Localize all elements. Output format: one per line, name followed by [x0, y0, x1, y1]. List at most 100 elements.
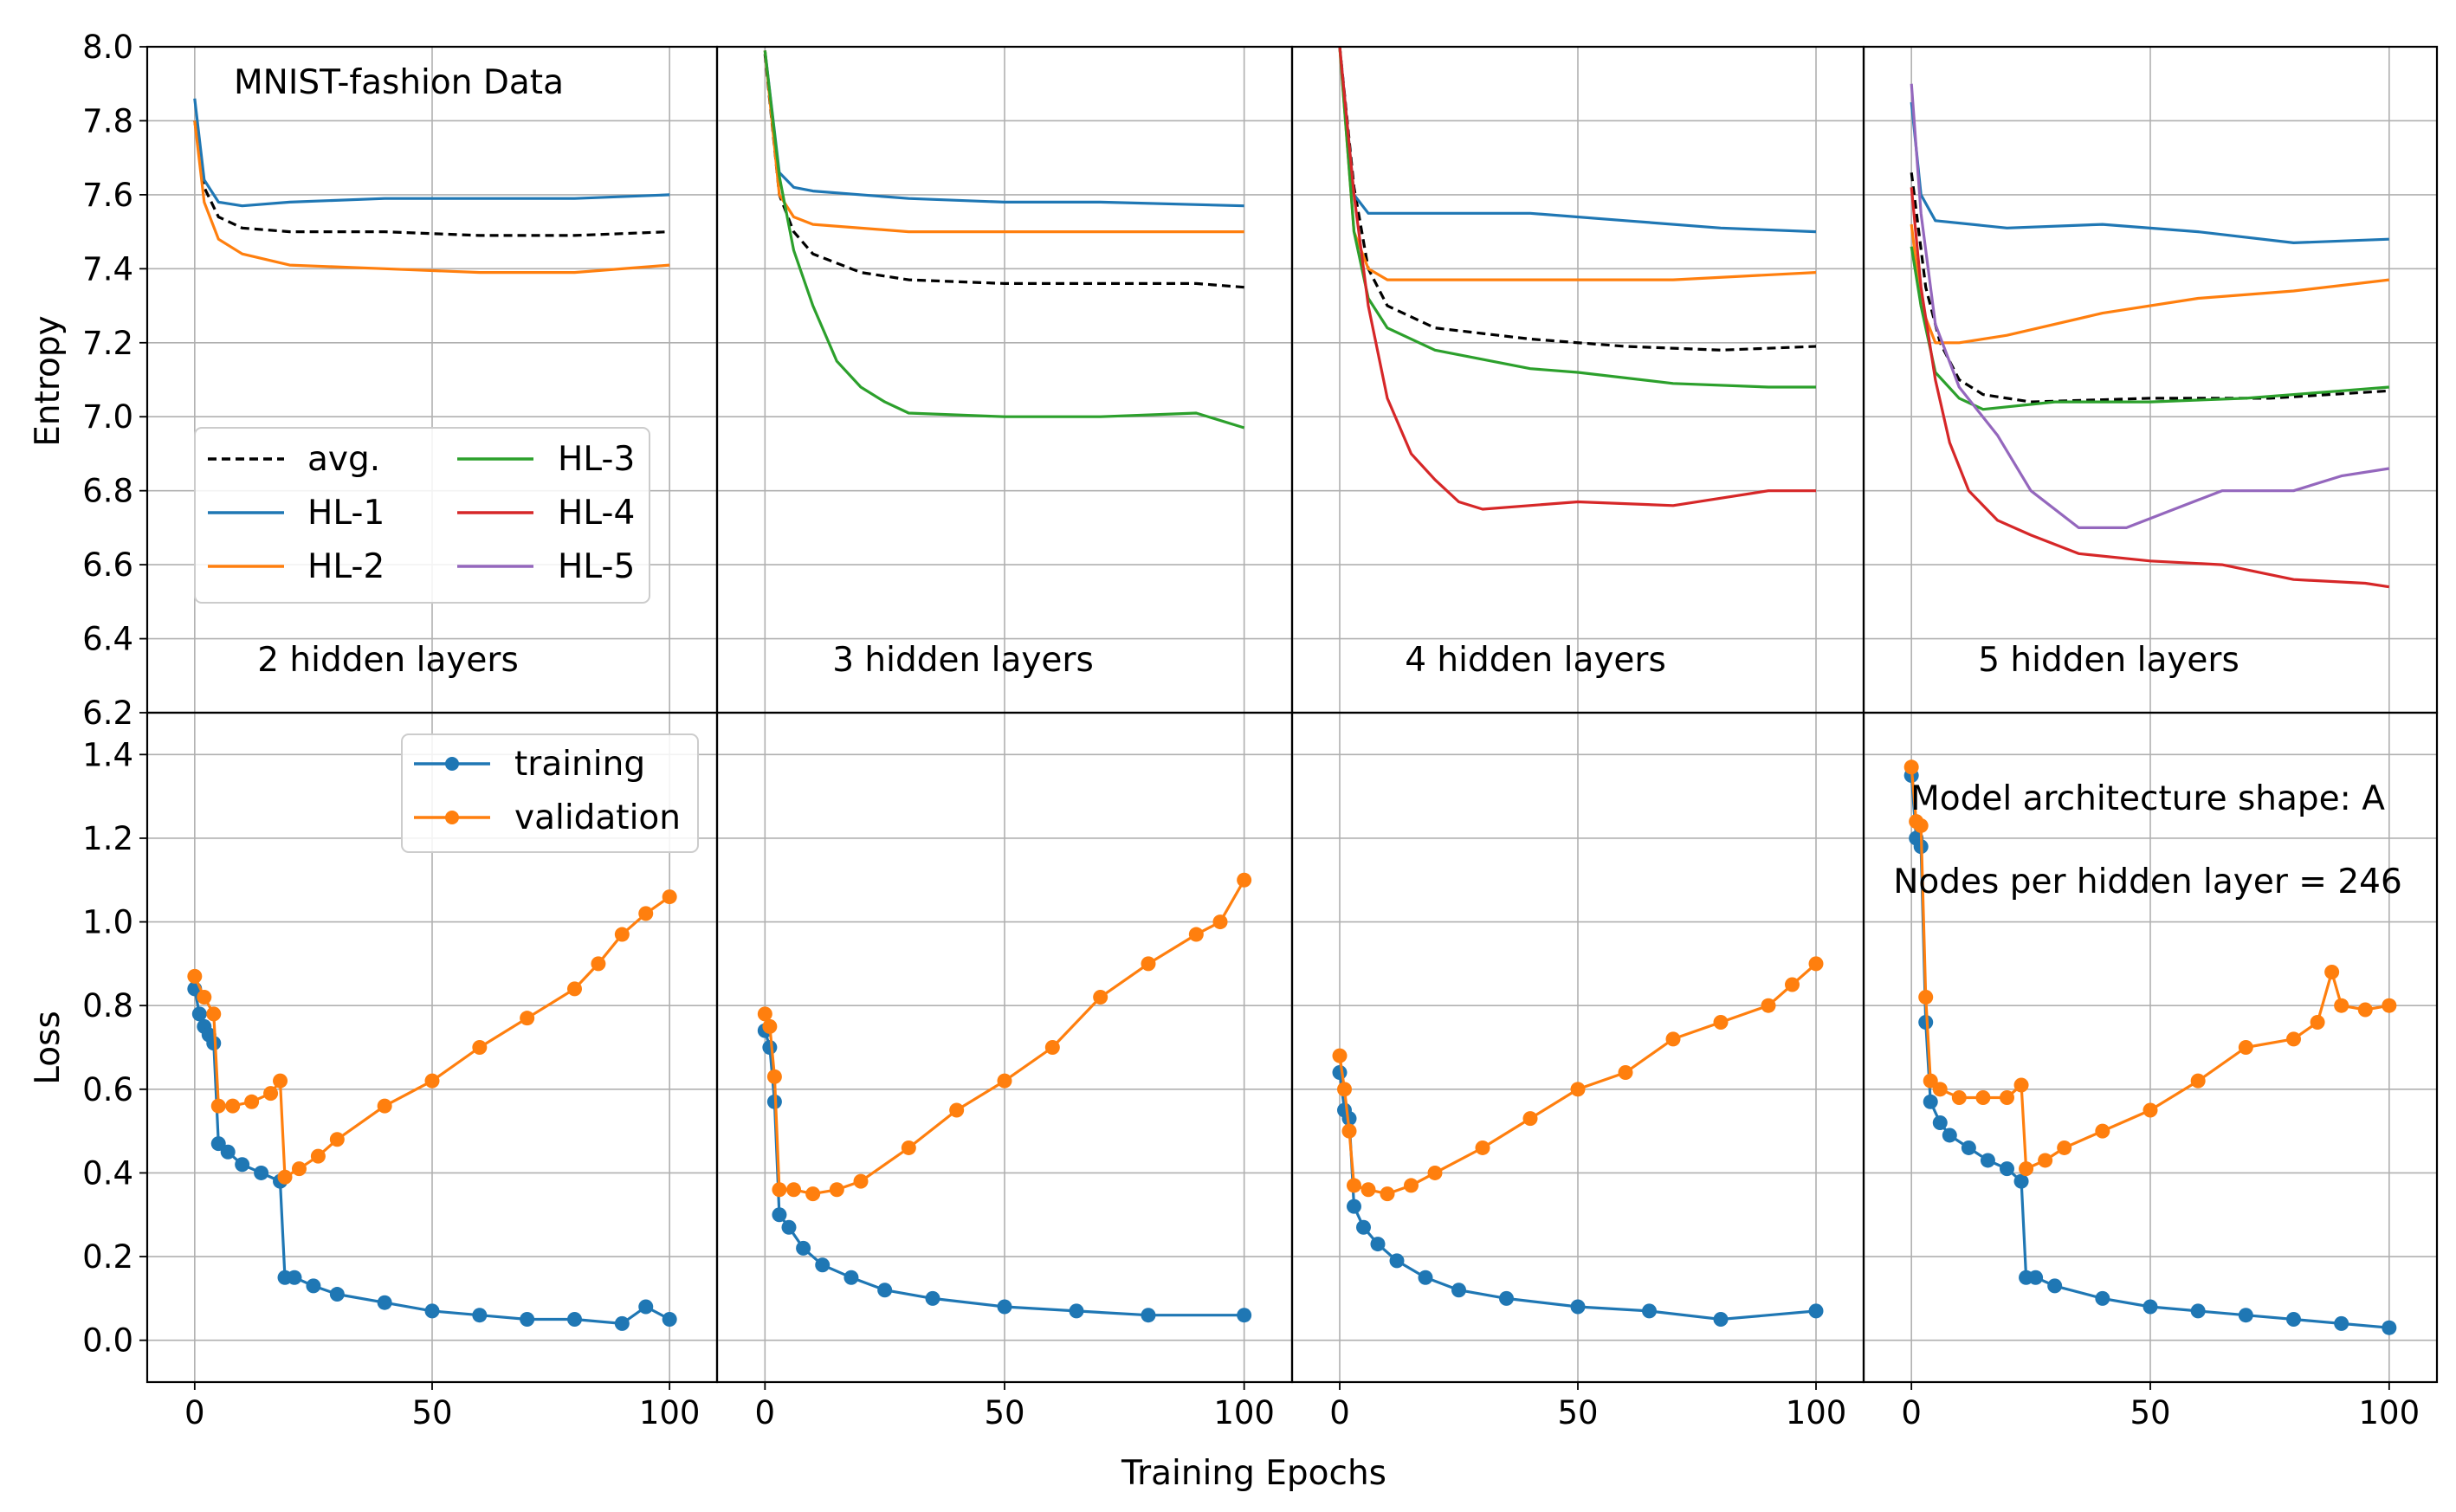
series-training-point: [2286, 1312, 2301, 1328]
x-tick-label: 50: [411, 1394, 452, 1431]
series-training-point: [377, 1295, 392, 1310]
series-validation-point: [2286, 1031, 2301, 1047]
series-validation-point: [2095, 1123, 2110, 1139]
series-training-point: [877, 1283, 893, 1298]
y-tick-label: 8.0: [82, 29, 133, 66]
series-training-point: [1932, 1115, 1948, 1130]
series-validation-point: [2238, 1040, 2253, 1055]
series-validation-point: [1913, 817, 1929, 833]
legend-avg-label: avg.: [307, 440, 380, 479]
series-validation-point: [2310, 1015, 2325, 1031]
series-training-point: [2047, 1278, 2063, 1294]
series-validation-point: [291, 1161, 307, 1177]
series-training-point: [1370, 1237, 1386, 1252]
x-axis-label: Training Epochs: [1121, 1454, 1386, 1493]
legend-training-label: training: [514, 745, 645, 784]
series-validation-point: [472, 1040, 488, 1055]
series-training-point: [1808, 1303, 1824, 1319]
series-training-point: [662, 1312, 677, 1328]
loss-legend: training validation: [401, 733, 699, 853]
series-validation-point: [1618, 1064, 1633, 1080]
series-training-point: [520, 1312, 535, 1328]
x-tick-label: 100: [2359, 1394, 2420, 1431]
series-training-point: [1918, 1015, 1934, 1031]
series-validation-point: [786, 1182, 802, 1198]
series-training-point: [1237, 1308, 1252, 1323]
series-training-point: [1570, 1299, 1586, 1315]
series-training-point: [2000, 1161, 2014, 1177]
grid: [1864, 46, 2437, 714]
series-validation-point: [2013, 1077, 2029, 1093]
series-validation-point: [1188, 927, 1204, 942]
series-training-point: [1389, 1253, 1405, 1269]
series-validation-point: [853, 1173, 869, 1189]
series-training-point: [762, 1040, 778, 1055]
legend-hl2-label: HL-2: [307, 547, 385, 586]
series-validation-point: [1141, 956, 1156, 972]
legend-hl1-label: HL-1: [307, 494, 385, 533]
x-tick-label: 100: [1786, 1394, 1847, 1431]
y-tick-label: 7.0: [82, 398, 133, 436]
series-validation-point: [2382, 998, 2397, 1013]
series-validation-point: [1212, 914, 1228, 930]
panel-entropy-3-layers: [715, 45, 1294, 714]
series-validation-point: [210, 1098, 226, 1114]
series-validation-point: [805, 1186, 821, 1202]
series-training-point: [796, 1240, 811, 1256]
series-training-point: [2334, 1315, 2349, 1331]
y-tick-label: 7.6: [82, 177, 133, 214]
series-validation-point: [2357, 1002, 2373, 1018]
series-training-point: [1332, 1064, 1348, 1080]
legend-validation-label: validation: [514, 798, 681, 837]
series-training-point: [210, 1136, 226, 1152]
panel-entropy-5-layers: [1862, 45, 2439, 714]
series-validation-point: [277, 1169, 293, 1185]
y-tick-label: 6.4: [82, 621, 133, 658]
series-validation-point: [1761, 998, 1776, 1013]
series-validation-point: [377, 1098, 392, 1114]
y-tick-label: 0.0: [82, 1322, 133, 1360]
architecture-annotation: Model architecture shape: A: [1910, 779, 2385, 818]
series-training-point: [781, 1219, 797, 1235]
series-hl-1-line: [1910, 101, 2389, 244]
series-validation-point: [2019, 1161, 2034, 1177]
series-training-point: [191, 1006, 207, 1022]
series-hl-2-line: [193, 120, 670, 275]
y-tick-label: 0.2: [82, 1238, 133, 1276]
nodes-annotation: Nodes per hidden layer = 246: [1893, 863, 2402, 901]
panel-loss-4-layers: 0 50 100: [1290, 711, 1865, 1431]
series-validation-point: [225, 1098, 241, 1114]
series-training-point: [424, 1303, 440, 1319]
series-training-point: [2190, 1303, 2206, 1319]
grid: [717, 713, 1292, 1382]
series-validation-point: [1427, 1165, 1443, 1180]
series-training-point: [1980, 1153, 1995, 1168]
entropy-legend: avg. HL-1 HL-2 HL-3 HL-4 HL-5: [194, 427, 650, 604]
y-tick-label: 7.4: [82, 250, 133, 288]
series-validation-point: [567, 981, 582, 997]
series-validation-point: [263, 1086, 279, 1102]
series-validation-point: [901, 1140, 916, 1155]
panel-loss-5-layers: 0 50 100: [1862, 711, 2439, 1431]
series-validation-point: [1713, 1015, 1729, 1031]
subtitle-2-hidden-layers: 2 hidden layers: [257, 641, 519, 680]
y-tick-label: 1.2: [82, 820, 133, 857]
series-validation-point: [762, 1018, 778, 1034]
x-tick-label: 100: [639, 1394, 701, 1431]
y-tick-label: 7.8: [82, 102, 133, 139]
panel-entropy-2-layers: 6.2 6.4 6.6 6.8 7.0 7.2 7.4 7.6 7.8 8.0: [82, 29, 719, 732]
series-validation-point: [766, 1069, 782, 1084]
series-training-point: [1341, 1111, 1357, 1127]
series-validation-point: [2000, 1089, 2014, 1105]
series-training-point: [2013, 1173, 2029, 1189]
x-tick-label: 50: [984, 1394, 1024, 1431]
series-validation-point: [187, 968, 203, 984]
subtitle-4-hidden-layers: 4 hidden layers: [1405, 641, 1666, 680]
series-validation-point: [757, 1006, 772, 1022]
series-validation-point: [1975, 1089, 1991, 1105]
series-training-point: [1069, 1303, 1084, 1319]
series-training-point: [638, 1299, 654, 1315]
y-tick-label: 6.8: [82, 473, 133, 510]
series-validation-point: [997, 1073, 1012, 1089]
y-tick-label: 6.2: [82, 695, 133, 732]
